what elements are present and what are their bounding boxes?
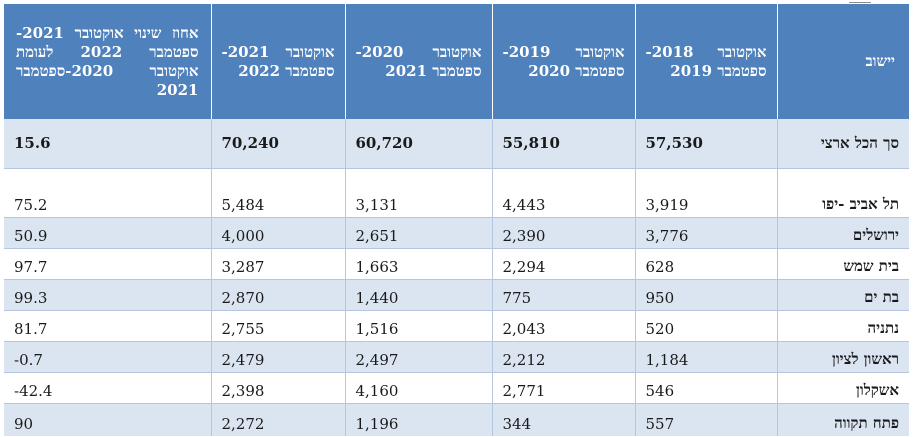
cell-2019-2020: 2,771 — [491, 372, 635, 404]
spacer-cell — [491, 168, 635, 177]
cell-2021-2022: 2,479 — [210, 341, 345, 373]
housing-table: יישוב אוקטובר 2018- ספטמבר 2019 אוקטובר … — [4, 4, 909, 436]
cell-2019-2020: 775 — [491, 279, 635, 311]
cell-2018-2019: 557 — [634, 403, 777, 436]
header-2018-2019: אוקטובר 2018- ספטמבר 2019 — [634, 4, 777, 119]
cell-percent-change: 99.3 — [4, 279, 211, 311]
cell-percent-change: 75.2 — [4, 177, 211, 218]
cell-city: תל אביב -יפו — [776, 177, 909, 218]
total-row: סך הכל ארצי 57,530 55,810 60,720 70,240 … — [4, 119, 909, 169]
cell-2020-2021: 3,131 — [344, 177, 492, 218]
cell-2021-2022: 5,484 — [210, 177, 345, 218]
cell-2018-2019: 950 — [634, 279, 777, 311]
total-2018-2019: 57,530 — [634, 119, 777, 169]
table-row: בת ים 950 775 1,440 2,870 99.3 — [4, 279, 909, 311]
spacer-cell — [344, 168, 492, 177]
table-body: סך הכל ארצי 57,530 55,810 60,720 70,240 … — [4, 119, 909, 436]
cell-city: פתח תקווה — [776, 403, 909, 436]
cell-2021-2022: 2,755 — [210, 310, 345, 342]
cell-percent-change: 50.9 — [4, 217, 211, 249]
cell-2020-2021: 2,497 — [344, 341, 492, 373]
cell-city: נתניה — [776, 310, 909, 342]
cell-2018-2019: 520 — [634, 310, 777, 342]
table-row: בית שמש 628 2,294 1,663 3,287 97.7 — [4, 248, 909, 280]
cell-2021-2022: 3,287 — [210, 248, 345, 280]
cell-2020-2021: 1,663 — [344, 248, 492, 280]
cell-2020-2021: 1,516 — [344, 310, 492, 342]
table-row: נתניה 520 2,043 1,516 2,755 81.7 — [4, 310, 909, 342]
cell-2019-2020: 2,294 — [491, 248, 635, 280]
total-2021-2022: 70,240 — [210, 119, 345, 169]
cell-2021-2022: 2,870 — [210, 279, 345, 311]
spacer-cell — [4, 168, 211, 177]
total-2019-2020: 55,810 — [491, 119, 635, 169]
cell-2019-2020: 2,043 — [491, 310, 635, 342]
cell-percent-change: 97.7 — [4, 248, 211, 280]
cell-2020-2021: 1,440 — [344, 279, 492, 311]
cell-2018-2019: 628 — [634, 248, 777, 280]
cell-city: בית שמש — [776, 248, 909, 280]
table-header: יישוב אוקטובר 2018- ספטמבר 2019 אוקטובר … — [4, 4, 909, 119]
total-city: סך הכל ארצי — [776, 119, 909, 169]
spacer-row — [4, 168, 909, 177]
header-2021-2022: אוקטובר 2021- ספטמבר 2022 — [210, 4, 345, 119]
table-row: פתח תקווה 557 344 1,196 2,272 90 — [4, 403, 909, 436]
table-row: תל אביב -יפו 3,919 4,443 3,131 5,484 75.2 — [4, 177, 909, 218]
table-row: ראשון לציון 1,184 2,212 2,497 2,479 0.7- — [4, 341, 909, 373]
cell-city: אשקלון — [776, 372, 909, 404]
header-2020-2021: אוקטובר 2020- ספטמבר 2021 — [344, 4, 492, 119]
header-percent-change: אחוז שינוי אוקטובר 2021- ספטמבר 2022 לעו… — [4, 4, 211, 119]
cell-city: ירושלים — [776, 217, 909, 249]
cell-percent-change: 42.4- — [4, 372, 211, 404]
cell-2019-2020: 344 — [491, 403, 635, 436]
cell-2019-2020: 2,212 — [491, 341, 635, 373]
cell-percent-change: 81.7 — [4, 310, 211, 342]
cell-2018-2019: 3,776 — [634, 217, 777, 249]
cell-2021-2022: 4,000 — [210, 217, 345, 249]
cell-2021-2022: 2,398 — [210, 372, 345, 404]
spacer-cell — [634, 168, 777, 177]
cell-city: בת ים — [776, 279, 909, 311]
cell-2020-2021: 4,160 — [344, 372, 492, 404]
cell-2018-2019: 1,184 — [634, 341, 777, 373]
cell-2019-2020: 2,390 — [491, 217, 635, 249]
total-percent-change: 15.6 — [4, 119, 211, 169]
table-row: אשקלון 546 2,771 4,160 2,398 42.4- — [4, 372, 909, 404]
cell-2021-2022: 2,272 — [210, 403, 345, 436]
cell-2019-2020: 4,443 — [491, 177, 635, 218]
header-2019-2020: אוקטובר 2019- ספטמבר 2020 — [491, 4, 635, 119]
spacer-cell — [776, 168, 909, 177]
table-row: ירושלים 3,776 2,390 2,651 4,000 50.9 — [4, 217, 909, 249]
corner-mark — [849, 0, 871, 3]
cell-city: ראשון לציון — [776, 341, 909, 373]
cell-2020-2021: 2,651 — [344, 217, 492, 249]
header-city: יישוב — [776, 4, 909, 119]
header-row: יישוב אוקטובר 2018- ספטמבר 2019 אוקטובר … — [4, 4, 909, 119]
cell-percent-change: 90 — [4, 403, 211, 436]
spacer-cell — [210, 168, 345, 177]
cell-2018-2019: 546 — [634, 372, 777, 404]
cell-2018-2019: 3,919 — [634, 177, 777, 218]
cell-2020-2021: 1,196 — [344, 403, 492, 436]
total-2020-2021: 60,720 — [344, 119, 492, 169]
cell-percent-change: 0.7- — [4, 341, 211, 373]
